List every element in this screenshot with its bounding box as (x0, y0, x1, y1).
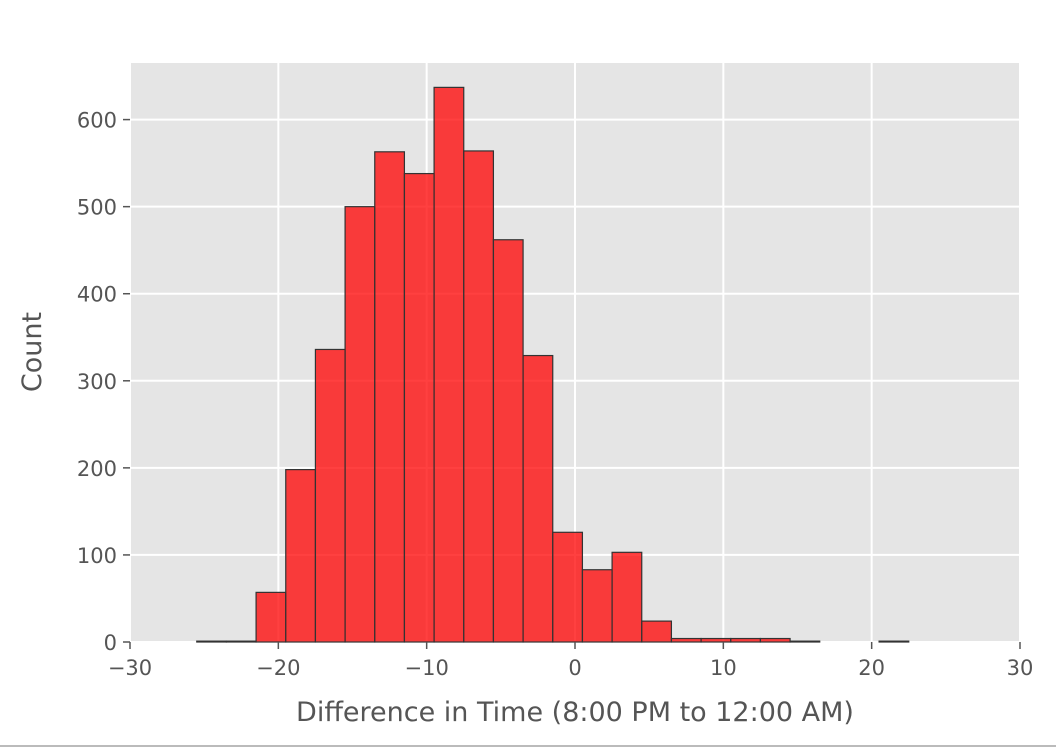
y-tick-label: 600 (77, 109, 117, 133)
x-tick-label: 30 (1007, 656, 1034, 680)
histogram-bar (522, 354, 554, 643)
histogram-bar (789, 640, 821, 643)
y-tick-label: 100 (77, 544, 117, 568)
histogram-bar (492, 239, 524, 643)
histogram-bar (552, 531, 584, 643)
y-tick-label: 400 (77, 283, 117, 307)
histogram-bar (581, 569, 613, 643)
y-axis-ticks: 0 100 200 300 400 500 600 (77, 109, 130, 655)
histogram-bar (344, 206, 376, 643)
y-tick-label: 200 (77, 457, 117, 481)
histogram-bar (374, 151, 406, 643)
x-axis-ticks: −30 −20 −10 0 10 20 30 (108, 642, 1034, 680)
histogram-bar (255, 591, 287, 643)
x-tick-label: −30 (108, 656, 152, 680)
y-tick-label: 300 (77, 370, 117, 394)
histogram-bars (196, 86, 910, 643)
histogram-bar (641, 620, 673, 643)
y-tick-label: 500 (77, 196, 117, 220)
histogram-bar (759, 637, 791, 643)
histogram-bar (225, 640, 257, 643)
histogram-bar (433, 86, 465, 643)
histogram-bar (314, 348, 346, 643)
histogram-bar (700, 637, 732, 643)
x-axis-label: Difference in Time (8:00 PM to 12:00 AM) (296, 697, 854, 728)
histogram-bar (403, 172, 435, 643)
histogram-bar (878, 640, 910, 643)
x-tick-label: 0 (568, 656, 581, 680)
x-tick-label: 10 (710, 656, 737, 680)
y-axis-label: Count (17, 312, 48, 392)
histogram-bar (463, 150, 495, 643)
histogram-bar (196, 640, 228, 643)
y-tick-label: 0 (104, 631, 117, 655)
x-tick-label: −10 (405, 656, 449, 680)
histogram-bar (670, 637, 702, 643)
x-tick-label: 20 (858, 656, 885, 680)
histogram-bar (611, 551, 643, 643)
x-tick-label: −20 (256, 656, 300, 680)
histogram-bar (730, 637, 762, 643)
histogram-bar (285, 469, 317, 643)
